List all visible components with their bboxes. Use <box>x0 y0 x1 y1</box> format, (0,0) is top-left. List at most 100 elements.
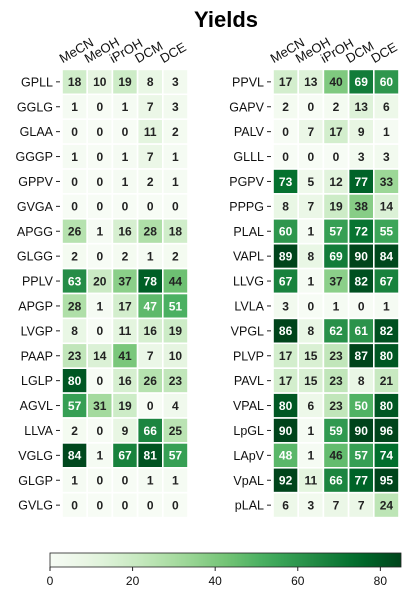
cell-value: 17 <box>279 349 293 363</box>
cell-value: 17 <box>279 75 293 89</box>
cell-value: 0 <box>307 150 314 164</box>
heatmap-cell <box>297 292 325 320</box>
cell-value: 2 <box>172 125 179 139</box>
cell-value: 6 <box>307 399 314 413</box>
heatmap-cell <box>61 118 89 145</box>
heatmap-cell <box>347 342 375 369</box>
heatmap-cell <box>372 193 400 220</box>
row-label: GPPV <box>18 175 53 189</box>
cell-value: 7 <box>307 125 314 139</box>
heatmap-cell <box>272 442 300 469</box>
cell-value: 0 <box>307 100 314 114</box>
heatmap-cell <box>372 317 400 345</box>
cell-value: 41 <box>118 349 132 363</box>
heatmap-cell <box>372 168 400 195</box>
heatmap-cell <box>162 168 189 195</box>
cell-value: 44 <box>169 274 183 288</box>
cell-value: 0 <box>96 150 103 164</box>
cell-value: 1 <box>71 474 78 488</box>
cell-value: 1 <box>96 449 103 463</box>
cell-value: 26 <box>68 225 82 239</box>
cell-value: 1 <box>307 274 314 288</box>
cell-value: 2 <box>333 100 340 114</box>
cell-value: 7 <box>147 100 154 114</box>
heatmap-cell <box>272 267 300 295</box>
heatmap-cell <box>136 118 164 145</box>
cell-value: 8 <box>307 249 314 263</box>
cell-value: 72 <box>355 225 369 239</box>
heatmap-cell <box>347 193 375 220</box>
colorbar-tick-label: 20 <box>126 574 140 588</box>
colorbar: 0 20 40 60 80 <box>47 552 402 588</box>
heatmap-cell <box>372 367 400 394</box>
row-label: pLAL <box>235 499 264 513</box>
cell-value: 86 <box>279 324 293 338</box>
cell-value: 0 <box>71 175 78 189</box>
cell-value: 8 <box>282 200 289 214</box>
cell-value: 13 <box>355 100 369 114</box>
cell-value: 3 <box>358 150 365 164</box>
cell-value: 0 <box>96 200 103 214</box>
cell-value: 60 <box>380 75 394 89</box>
heatmap-cell <box>111 292 139 320</box>
heatmap-cell <box>322 491 350 519</box>
heatmap-cell <box>322 392 350 419</box>
cell-value: 80 <box>279 399 293 413</box>
cell-value: 23 <box>329 374 343 388</box>
heatmap-cell <box>322 267 350 295</box>
cell-value: 0 <box>71 125 78 139</box>
heatmap-cell <box>347 267 375 295</box>
cell-value: 80 <box>68 374 82 388</box>
cell-value: 1 <box>147 474 154 488</box>
cell-value: 2 <box>71 424 78 438</box>
heatmap-cell <box>136 168 164 195</box>
row-label: VPAL <box>233 399 264 413</box>
heatmap-cell <box>162 143 189 170</box>
colorbar-tick-label: 80 <box>374 574 388 588</box>
cell-value: 3 <box>383 150 390 164</box>
cell-value: 7 <box>147 349 154 363</box>
heatmap-cell <box>162 242 189 270</box>
row-label: PPLV <box>22 275 54 289</box>
cell-value: 57 <box>355 449 369 463</box>
heatmap-cell <box>322 68 350 96</box>
cell-value: 15 <box>304 374 318 388</box>
cell-value: 19 <box>118 399 132 413</box>
cell-value: 90 <box>279 424 293 438</box>
row-label: LApV <box>233 449 264 463</box>
cell-value: 28 <box>144 225 158 239</box>
heatmap-cell <box>372 442 400 469</box>
heatmap-cell <box>162 218 189 245</box>
cell-value: 19 <box>118 75 132 89</box>
cell-value: 0 <box>172 200 179 214</box>
cell-value: 1 <box>71 150 78 164</box>
cell-value: 55 <box>380 225 394 239</box>
cell-value: 1 <box>307 424 314 438</box>
cell-value: 14 <box>93 349 107 363</box>
cell-value: 0 <box>71 200 78 214</box>
heatmap-cell <box>322 118 350 145</box>
column-label: DCE <box>368 39 400 66</box>
cell-value: 0 <box>147 399 154 413</box>
cell-value: 0 <box>282 125 289 139</box>
cell-value: 1 <box>122 100 129 114</box>
heatmap-cell <box>162 292 189 320</box>
cell-value: 63 <box>68 274 82 288</box>
cell-value: 24 <box>380 498 394 512</box>
heatmap-cell <box>111 392 139 419</box>
cell-value: 37 <box>329 274 343 288</box>
cell-value: 7 <box>358 498 365 512</box>
cell-value: 66 <box>144 424 158 438</box>
heatmap-cell <box>297 491 325 519</box>
heatmap-cell <box>162 267 189 295</box>
cell-value: 82 <box>355 274 369 288</box>
cell-value: 87 <box>355 349 369 363</box>
row-label: GLGP <box>18 474 53 488</box>
row-label: AGVL <box>20 399 53 413</box>
cell-value: 1 <box>307 449 314 463</box>
heatmap-cell <box>111 218 139 245</box>
heatmap-cell <box>272 491 300 519</box>
cell-value: 16 <box>144 324 158 338</box>
heatmap-cell <box>111 342 139 369</box>
